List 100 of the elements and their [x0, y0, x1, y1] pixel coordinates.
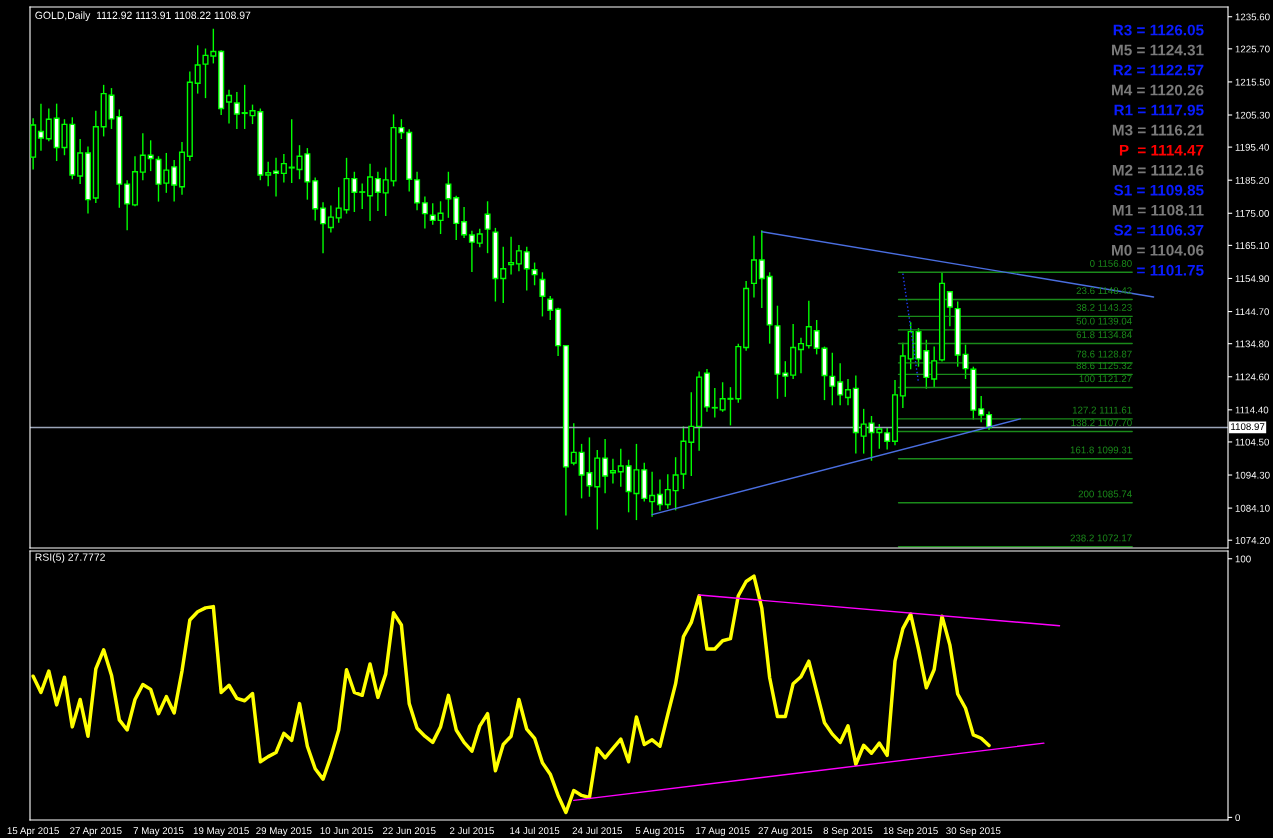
annotation: M5 = 1124.31	[1112, 44, 1204, 56]
x-tick-label: 29 May 2015	[256, 827, 312, 837]
candlestick	[547, 295, 554, 321]
candlestick	[531, 261, 538, 286]
candlestick	[711, 387, 718, 419]
candlestick	[829, 352, 836, 406]
annotation: P = 1114.47	[1119, 144, 1204, 156]
y-tick-label: 1134.80	[1235, 340, 1269, 348]
candlestick	[327, 204, 334, 234]
x-tick-label: 8 Sep 2015	[823, 827, 873, 837]
x-tick-label: 22 Jun 2015	[382, 827, 436, 835]
y-tick-label: 1104.50	[1235, 438, 1269, 446]
candlestick	[45, 107, 52, 142]
candlestick	[382, 166, 389, 217]
x-tick-label: 17 Aug 2015	[696, 827, 750, 837]
y-tick-label: 1235.60	[1235, 13, 1270, 21]
ref-line-label: 78.6 1128.87	[1076, 350, 1132, 358]
annotation: S2 = 1106.37	[1114, 224, 1204, 236]
candlestick	[437, 200, 444, 235]
y-tick-label: 0	[1235, 814, 1240, 822]
candlestick	[844, 378, 852, 406]
y-tick-label: 100	[1235, 555, 1251, 563]
candlestick	[476, 228, 483, 249]
candlestick	[233, 91, 240, 130]
ref-line-label: 138.2 1107.70	[1071, 419, 1132, 427]
candlestick	[946, 290, 953, 327]
ref-line-label: 88.6 1125.32	[1076, 362, 1132, 370]
candlestick	[139, 132, 146, 181]
candlestick	[617, 448, 624, 488]
candlestick	[570, 422, 577, 466]
x-tick-label: 7 May 2015	[133, 827, 184, 837]
x-tick-label: 18 Sep 2015	[883, 827, 938, 837]
ref-line-label: 1108.97	[1231, 423, 1265, 431]
candlestick	[461, 206, 468, 239]
y-tick-label: 1094.30	[1235, 471, 1270, 479]
chart-title: RSI(5) 27.7772	[35, 553, 105, 563]
candlestick	[77, 138, 84, 185]
candlestick	[445, 171, 452, 219]
candlestick	[171, 159, 178, 203]
y-tick-label: 1124.60	[1235, 373, 1269, 381]
annotation: R2 = 1122.57	[1113, 64, 1204, 76]
x-tick-label: 5 Aug 2015	[635, 827, 685, 837]
ref-line-label: 38.2 1143.23	[1076, 304, 1132, 311]
candlestick	[539, 271, 546, 318]
candlestick	[758, 229, 765, 309]
y-tick-label: 1215.50	[1235, 78, 1270, 86]
y-tick-label: 1205.30	[1235, 111, 1270, 119]
candlestick	[147, 139, 154, 172]
candlestick	[664, 473, 671, 510]
ref-line-label: 61.8 1134.84	[1076, 331, 1132, 339]
ref-line-label: 50.0 1139.04	[1076, 317, 1132, 325]
ref-line-label: 161.8 1099.31	[1070, 446, 1132, 454]
x-tick-label: 19 May 2015	[193, 827, 249, 837]
candlestick	[805, 300, 812, 350]
candlestick	[688, 391, 695, 477]
y-tick-label: 1074.20	[1235, 536, 1270, 544]
x-tick-label: 27 Aug 2015	[758, 827, 813, 837]
y-tick-label: 1185.20	[1235, 176, 1269, 184]
annotation: M4 = 1120.26	[1112, 84, 1204, 96]
candlestick	[414, 171, 421, 212]
candlestick	[500, 245, 507, 304]
x-tick-label: 2 Jul 2015	[449, 826, 494, 835]
candlestick	[124, 179, 131, 231]
line-series	[31, 574, 991, 815]
candlestick	[421, 195, 428, 230]
candlestick	[280, 153, 287, 184]
candlestick	[931, 345, 938, 389]
annotation: S1 = 1109.85	[1114, 184, 1204, 196]
ref-line-label: 0 1156.80	[1090, 260, 1132, 267]
y-tick-label: 1165.10	[1235, 242, 1269, 250]
candlestick	[484, 200, 491, 254]
annotation: M2 = 1112.16	[1112, 164, 1204, 176]
ref-line-label: 127.2 1111.61	[1072, 406, 1132, 414]
candlestick	[837, 362, 844, 406]
x-tick-label: 27 Apr 2015	[70, 827, 122, 837]
annotation: M0 = 1104.06	[1112, 244, 1204, 256]
x-tick-label: 24 Jul 2015	[572, 826, 622, 835]
candlestick	[649, 471, 656, 518]
candlestick	[609, 458, 616, 485]
x-tick-label: 15 Apr 2015	[7, 827, 59, 837]
candlestick	[359, 182, 366, 210]
ref-line-label: 238.2 1072.17	[1070, 534, 1132, 542]
candlestick	[523, 245, 530, 292]
x-tick-label: 10 Jun 2015	[320, 827, 373, 835]
y-tick-label: 1225.70	[1235, 45, 1270, 53]
annotation: M3 = 1116.21	[1112, 124, 1204, 136]
candlestick	[884, 426, 891, 451]
annotation: R1 = 1117.95	[1114, 104, 1204, 116]
candlestick	[468, 230, 475, 273]
y-tick-label: 1084.10	[1235, 504, 1270, 512]
x-tick-label: 14 Jul 2015	[510, 826, 560, 835]
candlestick	[508, 235, 515, 276]
candlestick	[225, 89, 233, 125]
y-tick-label: 1114.40	[1235, 406, 1269, 414]
candlestick	[37, 102, 45, 152]
candlestick	[602, 438, 609, 494]
y-tick-label: 1175.00	[1235, 210, 1269, 217]
annotation: = 1101.75	[1137, 264, 1204, 276]
candlestick	[656, 478, 663, 512]
candlestick	[797, 337, 805, 374]
